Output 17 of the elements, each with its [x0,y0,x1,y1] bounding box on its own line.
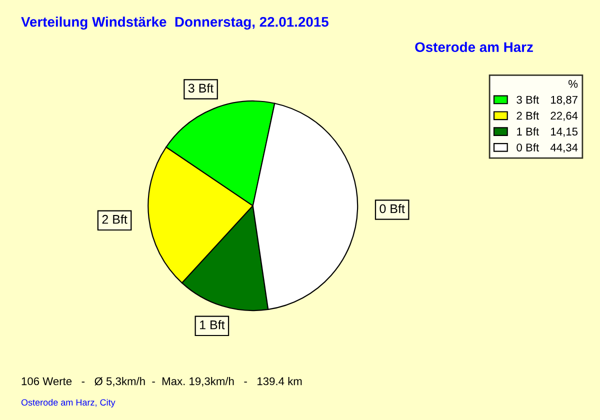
data-label: 44,34 [550,144,578,153]
data-label: 18,87 [551,96,578,106]
text: 106 Werte - Ø 5,3km/h - Max. 19,3km/h - 139.4 km [22,377,302,386]
slice-label: 2 Bft [102,214,128,224]
data-label: 22,64 [550,112,578,121]
chart-subtitle: Osterode am Harz [415,42,533,52]
legend-title: % [568,80,578,88]
legend-label: 0 Bft [516,143,540,152]
legend-label: 1 Bft [517,127,540,136]
slice-label: 1 Bft [200,320,225,330]
slice-label: 0 Bft [380,204,405,214]
data-label: 14,15 [551,128,578,137]
slice-label: 3 Bft [188,83,214,93]
legend-label: 3 Bft [516,96,540,104]
legend-label: 2 Bft [516,111,540,120]
text: Osterode am Harz, City [21,398,116,408]
chart-title: Verteilung Windstärke Donnerstag, 22.01.2015 [21,16,328,30]
